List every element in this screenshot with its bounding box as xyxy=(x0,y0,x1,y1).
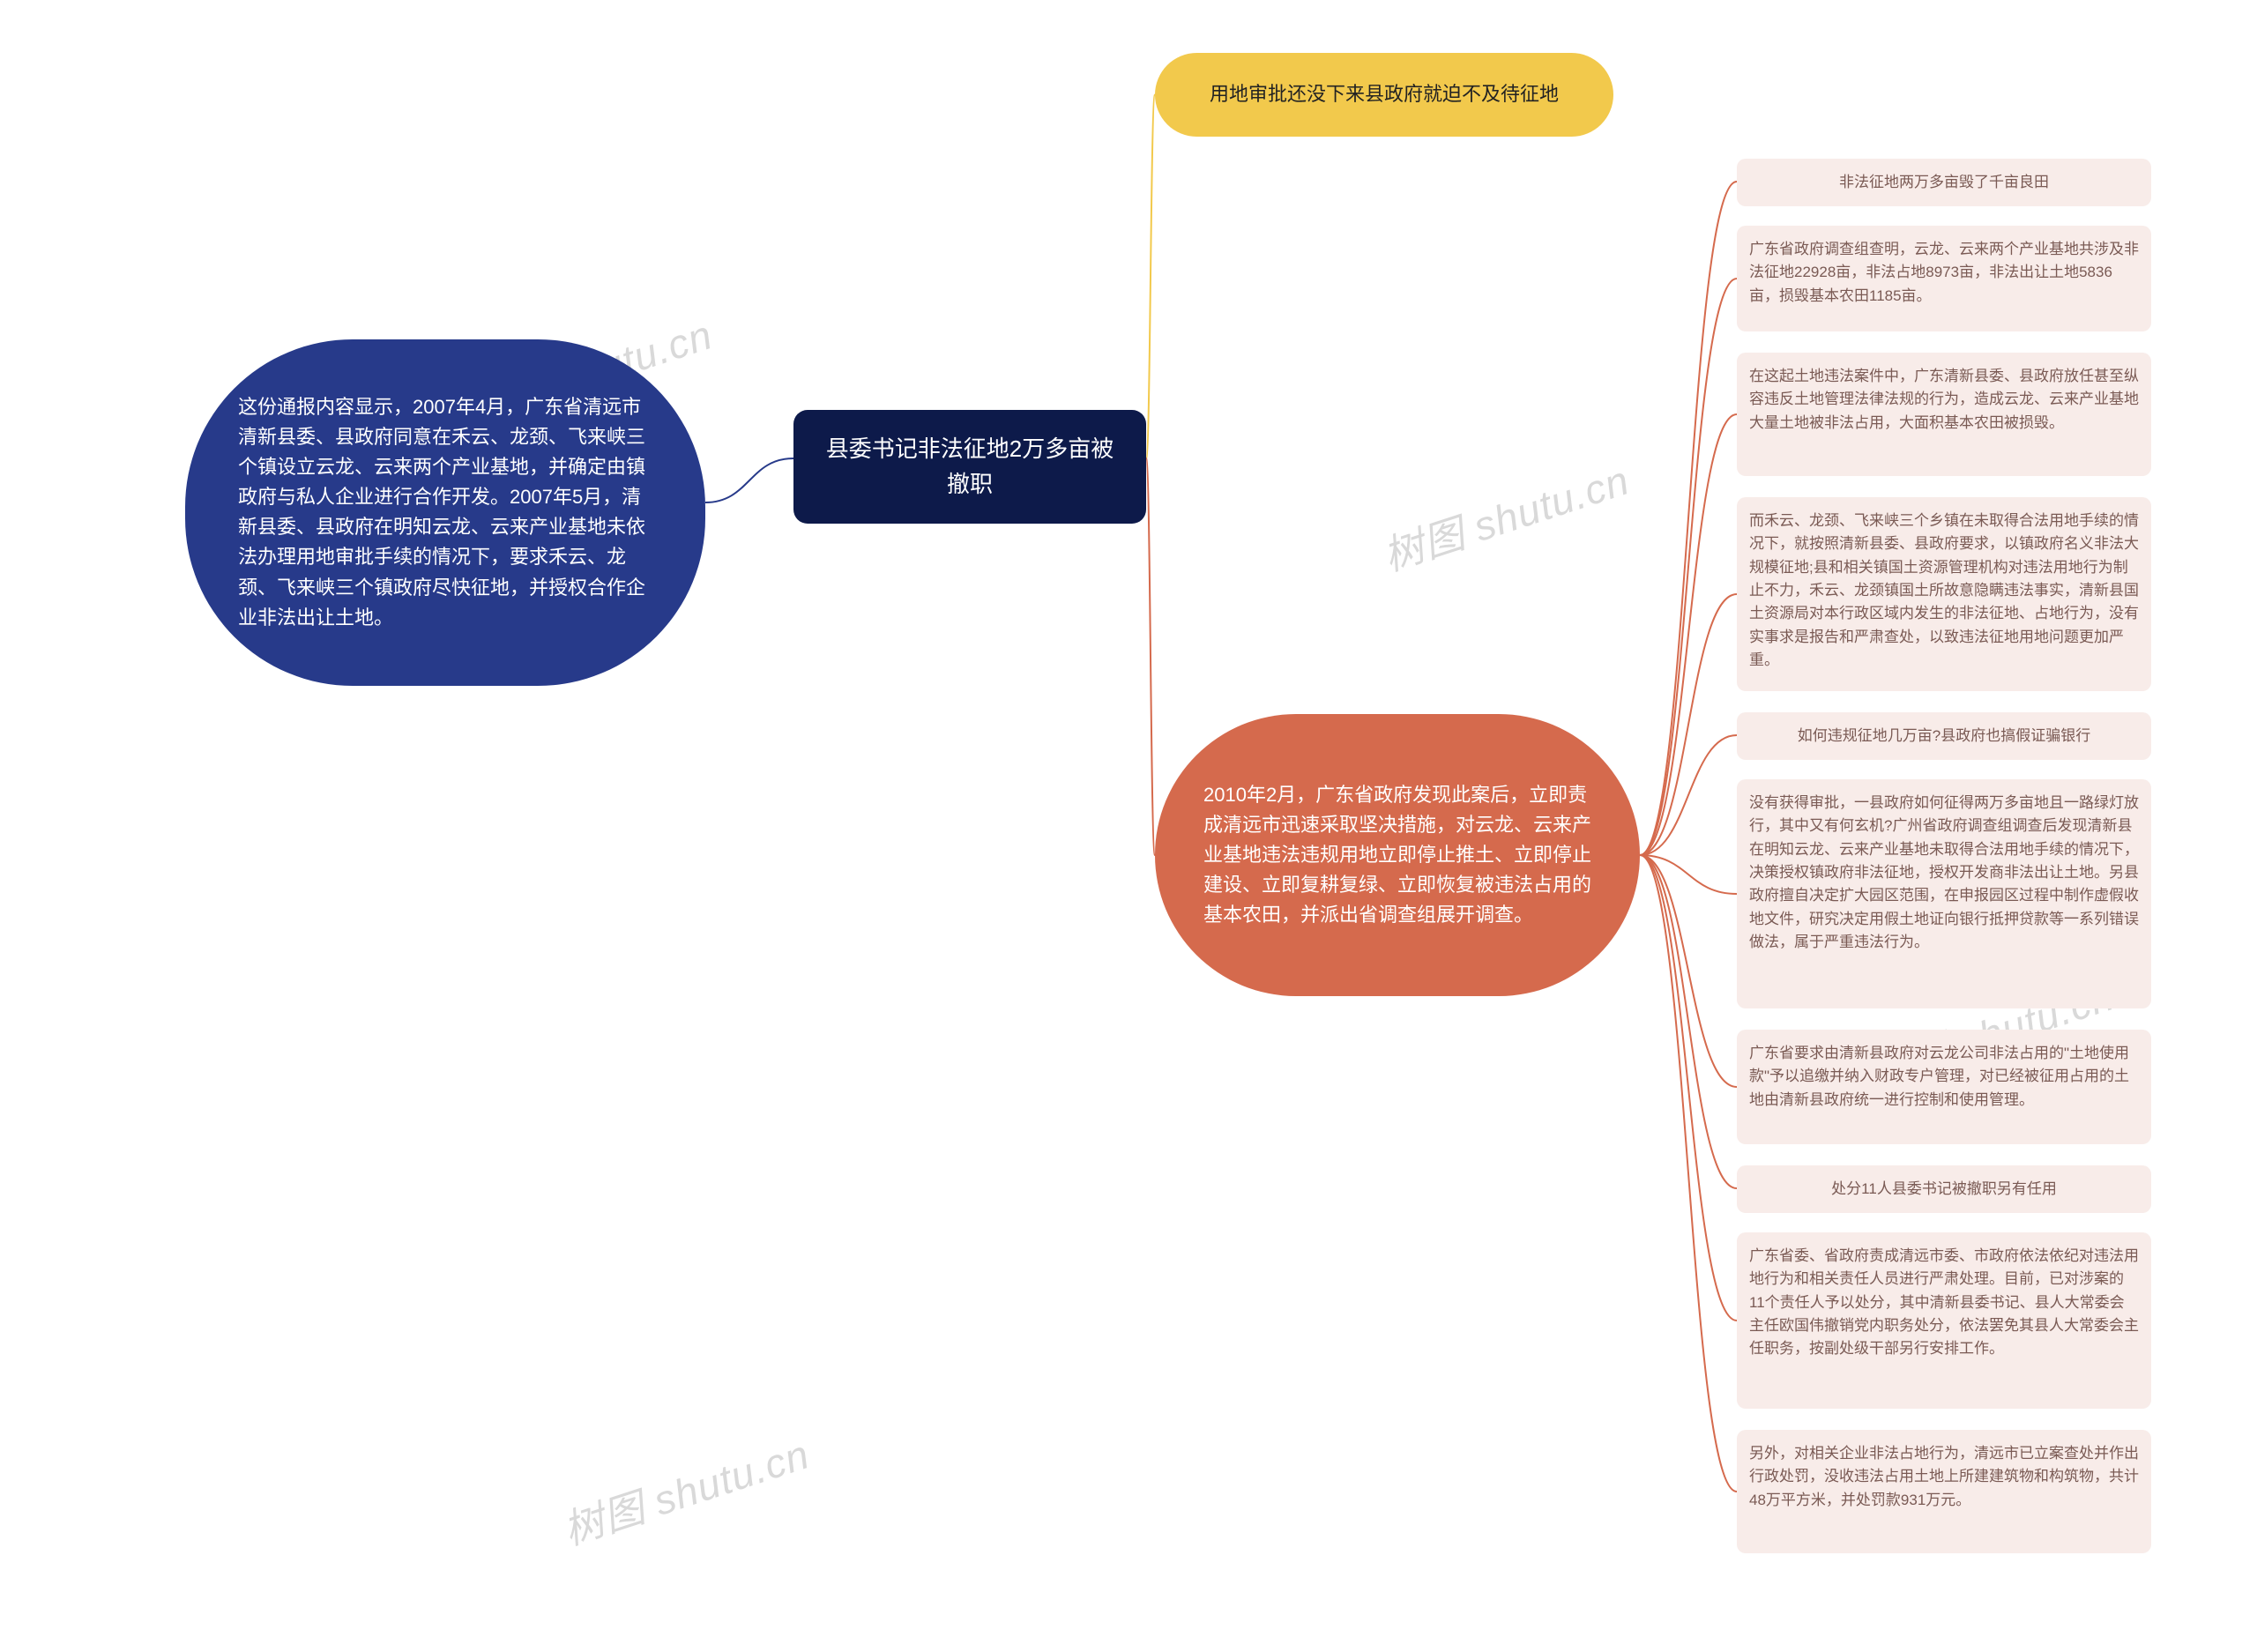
leaf-text: 广东省政府调查组查明，云龙、云来两个产业基地共涉及非法征地22928亩，非法占地… xyxy=(1749,238,2139,308)
root-text: 县委书记非法征地2万多亩被撤职 xyxy=(815,431,1125,502)
watermark: 树图 shutu.cn xyxy=(555,1423,816,1557)
leaf-node[interactable]: 在这起土地违法案件中，广东清新县委、县政府放任甚至纵容违反土地管理法律法规的行为… xyxy=(1737,353,2151,476)
leaf-text: 广东省委、省政府责成清远市委、市政府依法依纪对违法用地行为和相关责任人员进行严肃… xyxy=(1749,1245,2139,1361)
leaf-text: 另外，对相关企业非法占地行为，清远市已立案查处并作出行政处罚，没收违法占用土地上… xyxy=(1749,1442,2139,1512)
leaf-text: 而禾云、龙颈、飞来峡三个乡镇在未取得合法用地手续的情况下，就按照清新县委、县政府… xyxy=(1749,510,2139,672)
leaf-node[interactable]: 如何违规征地几万亩?县政府也搞假证骗银行 xyxy=(1737,712,2151,760)
leaf-text: 没有获得审批，一县政府如何征得两万多亩地且一路绿灯放行，其中又有何玄机?广州省政… xyxy=(1749,792,2139,954)
left-context-node[interactable]: 这份通报内容显示，2007年4月，广东省清远市清新县委、县政府同意在禾云、龙颈、… xyxy=(185,339,705,686)
root-node[interactable]: 县委书记非法征地2万多亩被撤职 xyxy=(793,410,1146,524)
mindmap-canvas: 树图 shutu.cn树图 shutu.cn树图 shutu.cn树图 shut… xyxy=(0,0,2257,1652)
leaf-text: 如何违规征地几万亩?县政府也搞假证骗银行 xyxy=(1798,725,2090,748)
leaf-text: 非法征地两万多亩毁了千亩良田 xyxy=(1839,171,2049,194)
branch-approval-text: 用地审批还没下来县政府就迫不及待征地 xyxy=(1210,79,1559,109)
leaf-node[interactable]: 而禾云、龙颈、飞来峡三个乡镇在未取得合法用地手续的情况下，就按照清新县委、县政府… xyxy=(1737,497,2151,691)
branch-2010-text: 2010年2月，广东省政府发现此案后，立即责成清远市迅速采取坚决措施，对云龙、云… xyxy=(1203,780,1591,930)
watermark: 树图 shutu.cn xyxy=(1375,449,1636,583)
leaf-node[interactable]: 非法征地两万多亩毁了千亩良田 xyxy=(1737,159,2151,206)
branch-2010-node[interactable]: 2010年2月，广东省政府发现此案后，立即责成清远市迅速采取坚决措施，对云龙、云… xyxy=(1155,714,1640,996)
leaf-node[interactable]: 另外，对相关企业非法占地行为，清远市已立案查处并作出行政处罚，没收违法占用土地上… xyxy=(1737,1430,2151,1553)
branch-approval-node[interactable]: 用地审批还没下来县政府就迫不及待征地 xyxy=(1155,53,1613,137)
leaf-node[interactable]: 广东省政府调查组查明，云龙、云来两个产业基地共涉及非法征地22928亩，非法占地… xyxy=(1737,226,2151,331)
left-context-text: 这份通报内容显示，2007年4月，广东省清远市清新县委、县政府同意在禾云、龙颈、… xyxy=(238,392,652,633)
leaf-text: 广东省要求由清新县政府对云龙公司非法占用的"土地使用款"予以追缴并纳入财政专户管… xyxy=(1749,1042,2139,1112)
leaf-text: 在这起土地违法案件中，广东清新县委、县政府放任甚至纵容违反土地管理法律法规的行为… xyxy=(1749,365,2139,435)
leaf-node[interactable]: 处分11人县委书记被撤职另有任用 xyxy=(1737,1165,2151,1213)
leaf-node[interactable]: 广东省要求由清新县政府对云龙公司非法占用的"土地使用款"予以追缴并纳入财政专户管… xyxy=(1737,1030,2151,1144)
leaf-node[interactable]: 没有获得审批，一县政府如何征得两万多亩地且一路绿灯放行，其中又有何玄机?广州省政… xyxy=(1737,779,2151,1008)
leaf-text: 处分11人县委书记被撤职另有任用 xyxy=(1831,1178,2057,1201)
leaf-node[interactable]: 广东省委、省政府责成清远市委、市政府依法依纪对违法用地行为和相关责任人员进行严肃… xyxy=(1737,1232,2151,1409)
